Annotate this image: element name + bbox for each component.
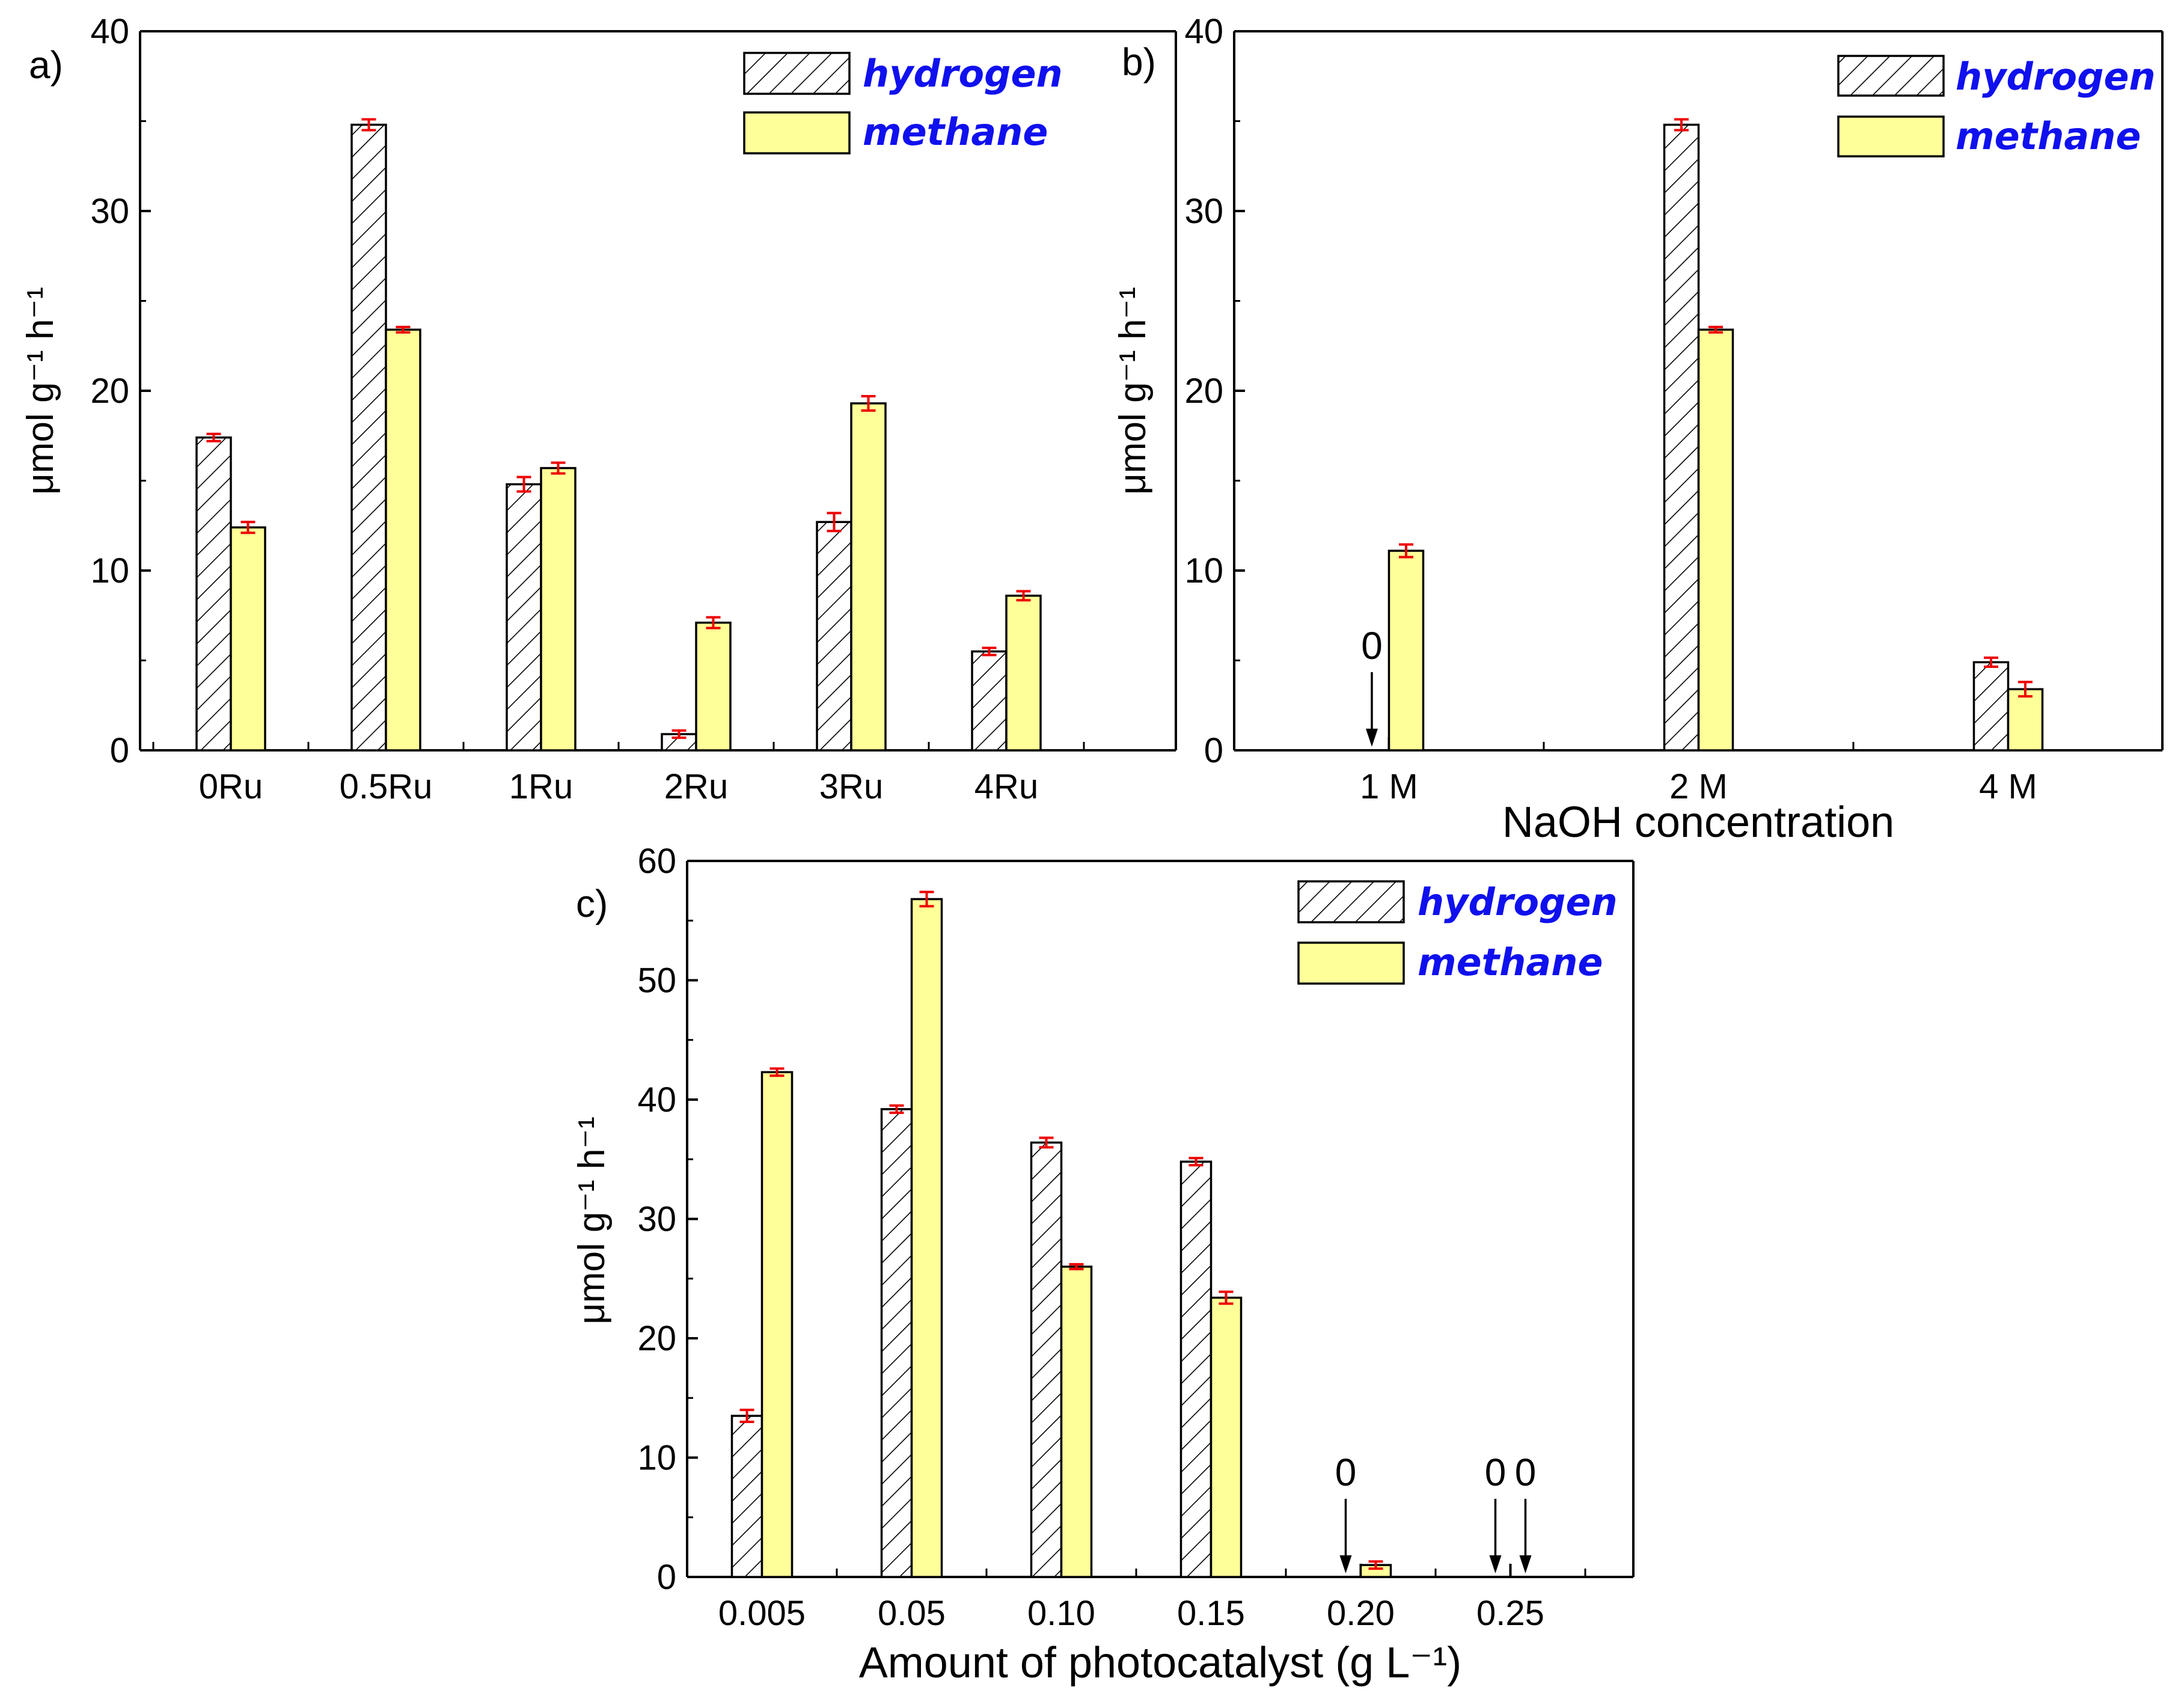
legend-swatch-methane	[1837, 115, 1945, 158]
x-tick-label: 0.15	[1177, 1594, 1245, 1633]
y-tick-label: 50	[637, 961, 676, 1000]
legend-label-hydrogen: hydrogen	[1956, 55, 2156, 99]
panel-label: b)	[1122, 40, 1156, 84]
y-tick-label: 0	[110, 731, 129, 770]
bar-methane	[2007, 688, 2044, 752]
x-tick-label: 0.5Ru	[340, 767, 433, 806]
legend-label-hydrogen: hydrogen	[1418, 880, 1618, 924]
zero-arrowhead	[1366, 729, 1378, 747]
bar-hydrogen	[971, 650, 1008, 752]
bar-methane	[850, 402, 887, 752]
bar-hydrogen	[730, 1415, 763, 1578]
y-tick-label: 0	[1204, 731, 1223, 770]
chart-panel-a: 0 10 20 30 40 0Ru 0.5Ru 1Ru 2Ru 3Ru 4Ru hydrogen met…	[20, 12, 1177, 806]
panel-label: c)	[576, 882, 608, 925]
y-tick-label: 10	[637, 1439, 676, 1478]
y-tick-label: 10	[1184, 551, 1223, 590]
x-tick-label: 0.005	[718, 1594, 806, 1633]
x-tick-label: 3Ru	[819, 767, 883, 806]
y-tick-label: 30	[90, 192, 129, 231]
bar-methane	[1060, 1266, 1093, 1578]
legend-label-methane: methane	[863, 110, 1048, 154]
y-tick-label: 30	[1184, 192, 1223, 231]
bar-methane	[230, 526, 266, 752]
bar-hydrogen	[816, 521, 852, 752]
x-tick-label: 2 M	[1669, 767, 1728, 806]
y-axis-title: μmol g⁻¹ h⁻¹	[20, 287, 61, 495]
x-tick-label: 2Ru	[664, 767, 728, 806]
zero-label: 0	[1335, 1451, 1357, 1494]
bar-methane	[760, 1071, 794, 1578]
bar-methane	[1005, 595, 1042, 752]
zero-label: 0	[1515, 1451, 1537, 1494]
y-tick-label: 0	[657, 1558, 676, 1597]
legend-label-methane: methane	[1956, 114, 2141, 158]
zero-arrowhead	[1519, 1555, 1532, 1573]
y-tick-label: 20	[90, 372, 129, 411]
bar-hydrogen	[1179, 1160, 1213, 1578]
legend-label-hydrogen: hydrogen	[863, 52, 1063, 96]
legend-label-methane: methane	[1418, 940, 1603, 984]
y-tick-label: 30	[637, 1200, 676, 1239]
bar-methane	[1210, 1296, 1243, 1578]
y-tick-label: 40	[1184, 12, 1223, 51]
bar-hydrogen	[1972, 661, 2010, 752]
legend-swatch-methane	[1297, 941, 1405, 985]
x-tick-label: 4Ru	[974, 767, 1038, 806]
y-tick-label: 40	[90, 12, 129, 51]
bar-methane	[695, 621, 732, 752]
legend-swatch-methane	[743, 111, 851, 155]
x-tick-label: 0.05	[878, 1594, 946, 1633]
x-tick-label: 0.25	[1476, 1594, 1544, 1633]
bar-methane	[385, 328, 421, 752]
zero-label: 0	[1361, 624, 1383, 667]
x-tick-label: 0.10	[1027, 1594, 1095, 1633]
x-tick-label: 1Ru	[509, 767, 573, 806]
bar-hydrogen	[1030, 1141, 1063, 1578]
zero-arrowhead	[1489, 1555, 1502, 1573]
bar-hydrogen	[506, 483, 542, 752]
x-axis-title: NaOH concentration	[1502, 798, 1894, 846]
x-tick-label: 4 M	[1979, 767, 2037, 806]
legend-swatch-hydrogen	[1837, 55, 1945, 97]
bar-methane	[910, 898, 943, 1578]
x-tick-label: 0.20	[1327, 1594, 1395, 1633]
y-tick-label: 40	[637, 1080, 676, 1119]
x-tick-label: 0Ru	[199, 767, 263, 806]
legend-swatch-hydrogen	[1297, 880, 1405, 923]
bar-methane	[1387, 550, 1425, 752]
legend-swatch-hydrogen	[743, 52, 851, 95]
y-tick-label: 20	[637, 1319, 676, 1358]
x-tick-label: 1 M	[1360, 767, 1418, 806]
panel-label: a)	[29, 43, 63, 87]
y-tick-label: 20	[1184, 372, 1223, 411]
y-tick-label: 60	[637, 842, 676, 881]
y-axis-title: μmol g⁻¹ h⁻¹	[571, 1116, 613, 1324]
zero-label: 0	[1485, 1451, 1506, 1494]
y-tick-label: 10	[90, 551, 129, 590]
bar-hydrogen	[880, 1108, 913, 1578]
bar-hydrogen	[195, 436, 232, 752]
zero-arrowhead	[1339, 1555, 1352, 1573]
x-axis-title: Amount of photocatalyst (g L⁻¹)	[859, 1639, 1461, 1687]
y-axis-title: μmol g⁻¹ h⁻¹	[1112, 287, 1154, 495]
bar-hydrogen	[1663, 123, 1700, 752]
bar-methane	[540, 467, 577, 752]
bar-hydrogen	[350, 123, 387, 752]
bar-methane	[1697, 328, 1734, 752]
chart-panel-b: 0 10 20 30 40 1 M 2 M 4 M 0 hydrogen methane b) μmol…	[1112, 12, 2164, 846]
